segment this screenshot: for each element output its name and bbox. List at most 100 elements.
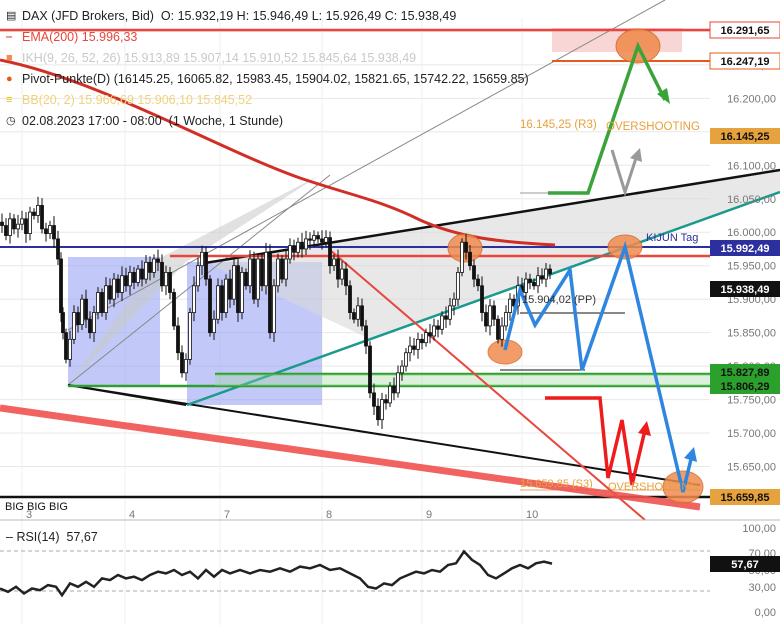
candle-body [180,352,184,374]
candle-body [452,298,456,307]
candle-body [460,241,464,273]
legend-row-date: ◷ 02.08.2023 17:00 - 08:00 (1 Woche, 1 S… [6,111,529,132]
rsi-value: 57,67 [66,530,98,544]
clock-icon: ◷ [6,115,16,127]
badge-last: 15.938,49 [721,284,770,296]
candle-body [124,275,128,287]
chart-legend: ▤ DAX (JFD Brokers, Bid) O: 15.932,19 H:… [6,6,529,132]
chart-icon[interactable]: ▤ [6,10,17,22]
date-range: 02.08.2023 17:00 - 08:00 [22,114,162,128]
badge-r1-bg [709,21,780,39]
candle-body [344,268,348,287]
green-arrow-path [548,41,667,195]
candle-body [128,271,132,287]
thick-red-trendline [0,404,701,511]
candle-body [528,278,532,283]
candle-body [284,258,288,280]
highlight-circle-4 [487,339,523,365]
candle-body [192,285,196,313]
candle-body [548,268,552,275]
candle-body [72,312,76,340]
candle-body [260,258,264,287]
kijun-annotation: KIJUN Tag [646,232,698,244]
y-tick-label: 15.950,00 [727,261,776,273]
candle-body [172,292,176,327]
candle-body [372,392,376,407]
candle-body [48,225,52,234]
candle-body [212,318,216,334]
candle-body [360,305,364,327]
red-diagonal-line [329,249,646,521]
candle-body [24,218,28,234]
candle-body [204,251,208,280]
candle-body [536,275,540,287]
x-tick-label: 4 [129,509,135,521]
candle-body [56,238,60,260]
ema-line-icon: ‒ [6,31,13,43]
candle-body [208,278,212,334]
candle-body [396,372,400,394]
candle-body [176,325,180,354]
candle-body [540,275,544,280]
candle-body [100,292,104,313]
bb-icon: ≡ [6,94,13,106]
candle-body [168,271,172,293]
badge-rsi-bg [710,556,780,572]
badge-pivot-bg [709,52,780,70]
candle-body [59,258,63,313]
y-tick-label: 16.000,00 [727,227,776,239]
candle-body [312,235,316,241]
candle-body [300,241,304,250]
candle-body [248,258,252,287]
candle-body [44,228,48,234]
x-tick-label: 9 [426,509,432,521]
green-arrow-head [657,88,670,104]
candle-body [140,268,144,280]
ikh-icon: ■ [6,52,13,64]
x-tick-label: 7 [224,509,230,521]
candle-body [196,265,200,287]
x-tick-label: 10 [526,509,538,521]
candle-body [448,305,452,320]
y-tick-label: 15.750,00 [727,395,776,407]
candle-body [164,271,168,287]
candle-body [376,405,380,421]
badge-r1: 16.291,65 [721,25,770,37]
y-tick-label: 15.850,00 [727,328,776,340]
badge-kijun-bg [710,240,780,256]
badge-r3-bg [710,128,780,144]
candle-body [92,312,96,334]
candle-body [492,305,496,320]
candle-body [16,223,20,230]
candle-body [188,312,192,360]
candle-body [468,251,472,267]
candle-body [96,292,100,313]
candle-body [80,298,84,326]
candle-body [64,332,68,360]
candle-body [392,385,396,394]
candle-body [368,345,372,394]
y-tick-label: 15.700,00 [727,428,776,440]
overshooting-top-annotation: OVERSHOOTING [606,121,700,133]
candle-body [36,205,40,216]
s3-annotation: 15.659,85 (S3) [520,478,593,490]
candle-body [240,271,244,313]
candle-body [104,285,108,313]
candle-body [232,265,236,300]
candle-body [316,235,320,240]
rsi-pane [0,549,710,598]
pivot-values: (16145.25, 16065.82, 15983.45, 15904.02,… [113,72,529,86]
candle-body [184,359,188,374]
candle-body [280,258,284,280]
candle-body [336,258,340,280]
big-annotation: BIG BIG BIG [5,501,68,513]
badge-green1-bg [710,364,780,380]
candle-body [152,258,156,273]
candle-body [480,285,484,313]
candle-body [220,285,224,313]
candle-body [428,332,432,337]
candle-body [116,278,120,293]
candle-body [28,211,32,234]
candle-body [61,312,65,334]
